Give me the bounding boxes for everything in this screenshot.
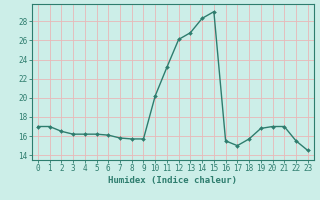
X-axis label: Humidex (Indice chaleur): Humidex (Indice chaleur)	[108, 176, 237, 185]
